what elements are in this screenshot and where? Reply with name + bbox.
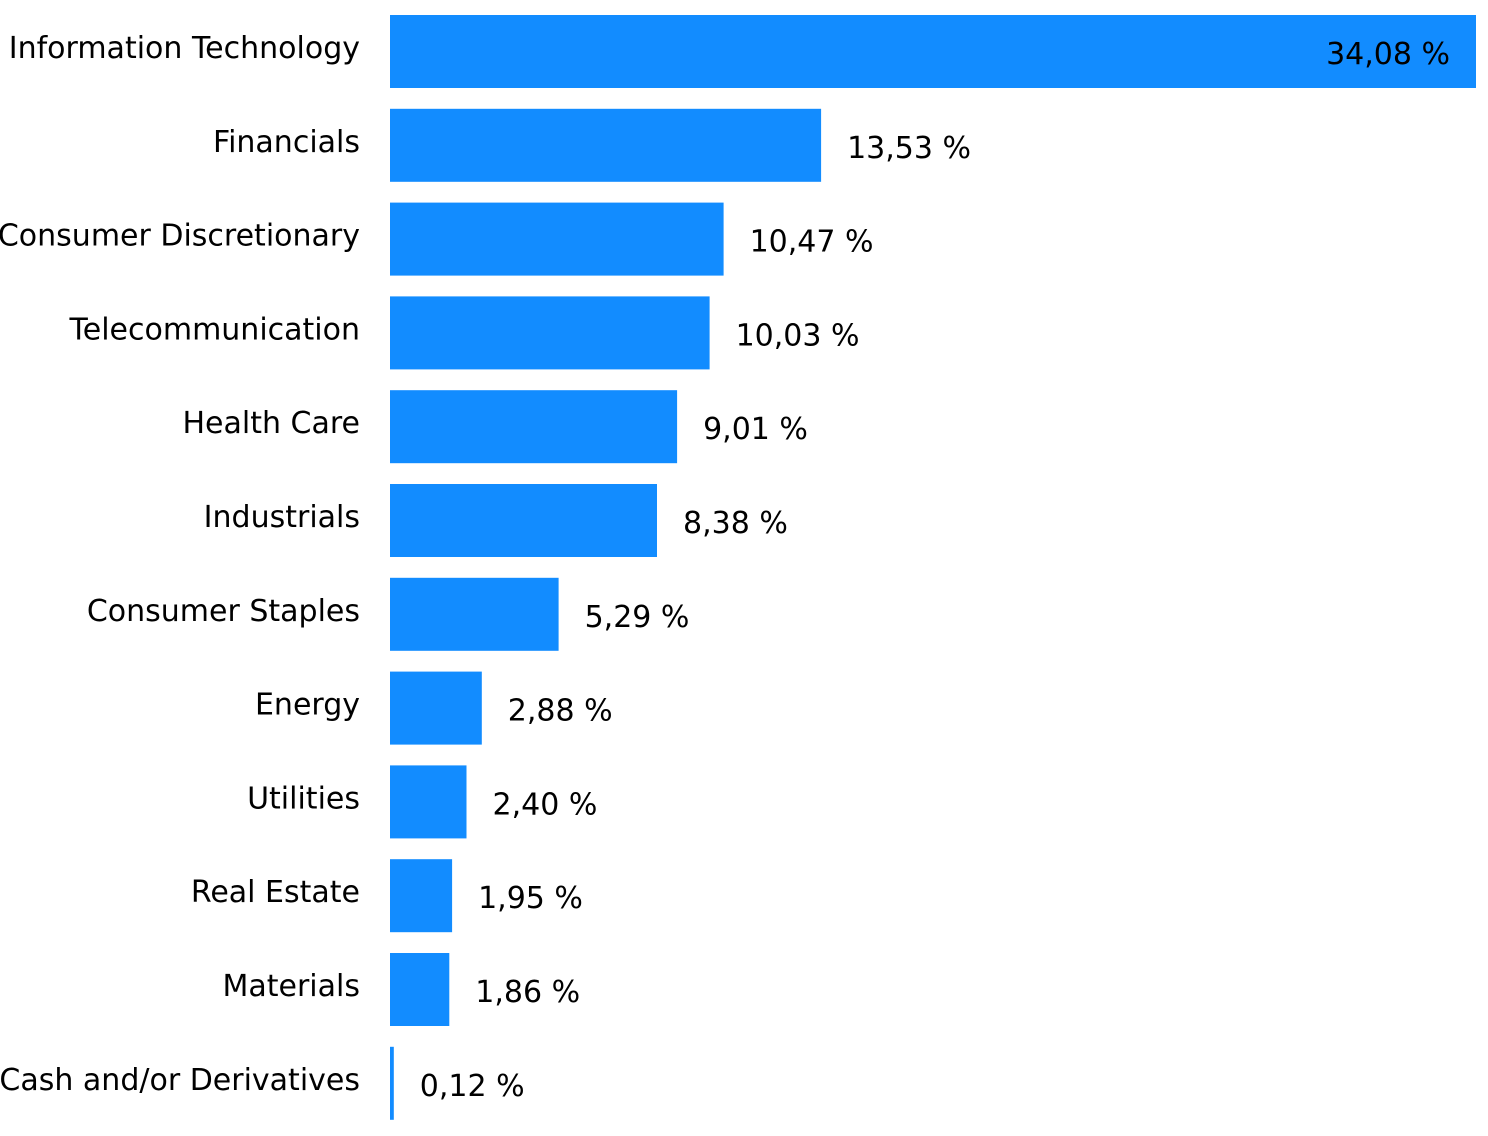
category-label-real-estate: Real Estate <box>191 875 360 910</box>
bar-telecommunication <box>390 296 710 370</box>
value-label-real-estate: 1,95 % <box>478 881 583 916</box>
bar-industrials <box>390 484 657 557</box>
category-label-energy: Energy <box>255 688 360 723</box>
bar-consumer-discretionary <box>390 202 724 276</box>
category-label-materials: Materials <box>222 969 360 1004</box>
value-label-financials: 13,53 % <box>847 131 971 166</box>
value-label-health-care: 9,01 % <box>703 412 808 447</box>
value-label-information-technology: 34,08 % <box>1326 37 1450 72</box>
value-label-telecommunication: 10,03 % <box>736 318 860 353</box>
bar-real-estate <box>390 859 453 933</box>
bar-consumer-staples <box>390 577 559 651</box>
category-label-telecommunication: Telecommunication <box>69 312 360 347</box>
value-label-consumer-staples: 5,29 % <box>585 600 690 635</box>
bar-energy <box>390 671 482 745</box>
value-label-materials: 1,86 % <box>475 975 580 1010</box>
category-label-consumer-discretionary: Consumer Discretionary <box>0 219 360 254</box>
category-label-consumer-staples: Consumer Staples <box>87 594 360 629</box>
value-labels-group: 34,08 % 13,53 % 10,47 % 10,03 % 9,01 % 8,38 %… <box>420 37 1450 1104</box>
bar-materials <box>390 953 450 1026</box>
value-label-energy: 2,88 % <box>508 694 613 729</box>
value-label-cash-and-or-derivatives: 0,12 % <box>420 1069 525 1104</box>
category-label-utilities: Utilities <box>247 781 360 816</box>
category-label-information-technology: Information Technology <box>9 31 360 66</box>
category-label-health-care: Health Care <box>182 406 360 441</box>
category-labels-group: Information Technology Financials Consumer… <box>0 31 360 1098</box>
bar-utilities <box>390 765 467 839</box>
value-label-utilities: 2,40 % <box>493 787 598 822</box>
value-label-industrials: 8,38 % <box>683 506 788 541</box>
category-label-industrials: Industrials <box>204 500 360 535</box>
value-label-consumer-discretionary: 10,47 % <box>750 225 874 260</box>
category-label-cash-and-or-derivatives: Cash and/or Derivatives <box>0 1063 360 1098</box>
bar-health-care <box>390 390 678 464</box>
bar-information-technology <box>390 15 1476 88</box>
bars-group <box>390 15 1476 1120</box>
bar-financials <box>390 108 822 182</box>
category-label-financials: Financials <box>213 125 360 160</box>
bar-cash-and-or-derivatives <box>390 1046 394 1120</box>
